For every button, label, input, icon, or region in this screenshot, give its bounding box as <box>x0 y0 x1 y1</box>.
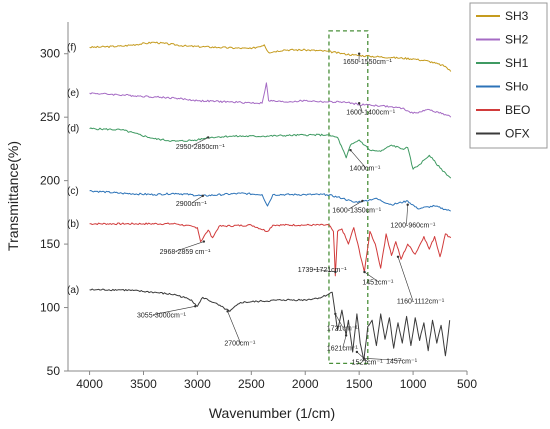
series-line-sh2 <box>89 82 452 118</box>
annotation-label: 1160-1112cm⁻¹ <box>397 299 445 306</box>
x-tick-label: 1500 <box>346 377 373 391</box>
annotation-leader <box>348 200 363 210</box>
annotation-label: 1621cm⁻¹ <box>327 346 359 353</box>
annotation-leader <box>191 195 203 204</box>
annotation-leader <box>356 351 368 362</box>
y-tick-label: 250 <box>40 110 60 124</box>
x-tick-label: 3000 <box>184 377 211 391</box>
annotation-point <box>202 240 206 243</box>
annotation-leader <box>335 313 344 328</box>
legend-label: BEO <box>505 103 530 117</box>
annotation-point <box>406 203 409 206</box>
annotation-label: 1600-1400cm⁻¹ <box>346 110 396 117</box>
plot-axes <box>67 22 467 372</box>
annotation-label: 1721cm⁻¹ <box>327 325 359 332</box>
x-tick-label: 2500 <box>238 377 265 391</box>
annotation-point <box>396 255 400 258</box>
legend-label: SH2 <box>505 33 529 47</box>
panel-label: (f) <box>67 42 76 53</box>
y-tick-label: 150 <box>40 237 60 251</box>
annotation-leader <box>152 305 196 315</box>
annotation-point <box>361 199 364 203</box>
legend-label: SH3 <box>505 9 529 23</box>
annotation-leader <box>227 311 241 343</box>
annotation-leader <box>191 137 209 147</box>
annotation-point <box>194 305 197 308</box>
peak-annotations: 1650-1550cm⁻¹ 1600-1400cm⁻¹ 2950-2850cm⁻¹ 1… <box>137 52 445 367</box>
annotation-leader <box>397 256 414 301</box>
x-tick-label: 4000 <box>76 377 103 391</box>
annotation-leader <box>358 103 363 112</box>
series-lines <box>89 41 452 362</box>
x-axis-label: Wavenumber (1/cm) <box>209 405 335 421</box>
y-tick-label: 300 <box>40 47 60 61</box>
legend-label: SHo <box>505 80 529 94</box>
x-tick-label: 3500 <box>130 377 157 391</box>
series-line-beo <box>89 222 452 277</box>
annotation-point <box>349 148 352 152</box>
annotation-label: 1650-1550cm⁻¹ <box>343 59 393 66</box>
annotation-label: 1600-1350cm⁻¹ <box>332 207 382 214</box>
x-tick-label: 500 <box>457 377 477 391</box>
annotation-label: 1400cm⁻¹ <box>349 165 381 172</box>
series-line-sho <box>89 190 451 212</box>
annotation-label: 2900cm⁻¹ <box>176 201 208 208</box>
annotation-point <box>344 334 348 337</box>
annotation-label: 2968-2859 cm⁻¹ <box>160 249 211 256</box>
annotation-leader <box>406 204 408 225</box>
annotation-point <box>226 310 229 313</box>
x-tick-label: 1000 <box>400 377 427 391</box>
legend-frame <box>469 2 548 149</box>
series-line-ofx <box>89 288 451 362</box>
annotation-leader <box>175 241 204 252</box>
annotation-label: 1457cm⁻¹ <box>386 358 418 365</box>
series-line-sh1 <box>89 127 452 179</box>
annotation-label: 3055-3000cm⁻¹ <box>137 313 187 320</box>
annotation-label: 2700cm⁻¹ <box>224 341 256 348</box>
annotation-leader <box>342 335 347 348</box>
annotation-point <box>334 312 337 316</box>
annotation-point <box>357 52 361 55</box>
panel-label: (a) <box>67 285 79 296</box>
annotation-leader <box>364 271 379 282</box>
legend-label: OFX <box>505 127 530 141</box>
series-line-sh3 <box>89 41 452 72</box>
annotation-point <box>201 194 204 198</box>
annotation-point <box>334 270 337 274</box>
y-axis-label: Transmittance(%) <box>5 141 21 251</box>
annotation-leader <box>313 268 336 273</box>
annotation-point <box>355 350 359 354</box>
panel-labels: (f) (e) (d) (c) (b) (a) <box>67 42 79 295</box>
panel-label: (b) <box>67 219 79 230</box>
legend-label: SH1 <box>505 56 529 70</box>
y-axis-ticks: 50 100 150 200 250 300 <box>40 47 68 378</box>
highlight-rect <box>328 30 369 365</box>
annotation-point <box>206 136 210 139</box>
annotation-point <box>357 102 361 105</box>
annotation-label: 1451cm⁻¹ <box>362 280 394 287</box>
annotation-label: 1739-1721cm⁻¹ <box>298 267 348 274</box>
annotation-leader <box>363 358 403 361</box>
annotation-label: 2950-2850cm⁻¹ <box>176 144 226 151</box>
panel-label: (d) <box>67 124 79 135</box>
annotation-point <box>362 357 365 360</box>
annotation-point <box>363 270 366 274</box>
annotation-label: 1200-960cm⁻¹ <box>390 223 436 230</box>
annotation-leader <box>350 149 366 168</box>
x-axis-ticks: 4000 3500 3000 2500 2000 1500 1000 500 <box>76 371 477 391</box>
highlight-box <box>328 30 369 365</box>
x-tick-label: 2000 <box>292 377 319 391</box>
y-tick-label: 50 <box>47 364 61 378</box>
y-tick-label: 200 <box>40 174 60 188</box>
y-tick-label: 100 <box>40 301 60 315</box>
panel-label: (c) <box>67 186 79 197</box>
annotation-label: 1521cm⁻¹ <box>352 360 384 367</box>
legend: SH3 SH2 SH1 SHo BEO OFX <box>469 2 548 149</box>
panel-label: (e) <box>67 88 79 99</box>
